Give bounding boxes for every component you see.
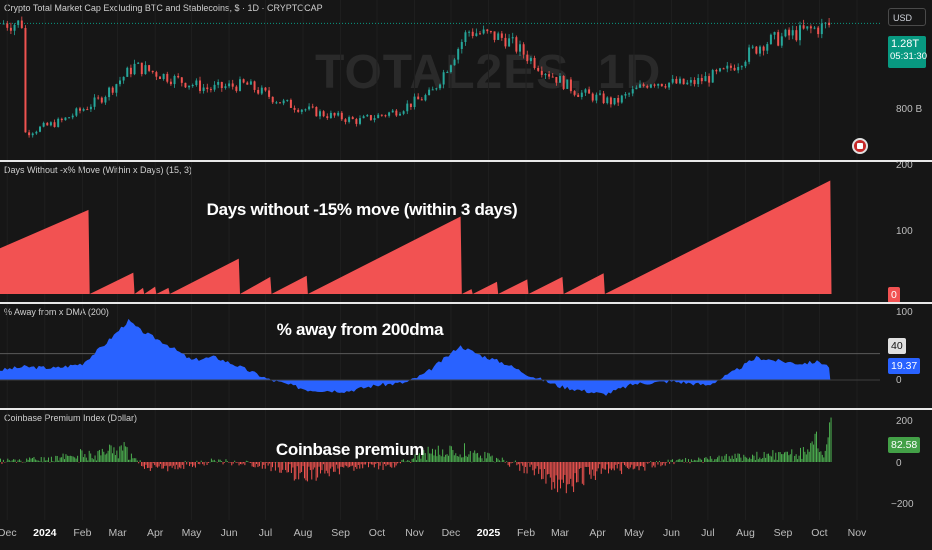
price-value: 1.28T (891, 38, 920, 50)
x-axis-label: Aug (736, 527, 755, 539)
price-pane[interactable]: Crypto Total Market Cap Excluding BTC an… (0, 0, 880, 160)
x-axis-label: May (181, 527, 202, 539)
x-axis-label: 2024 (33, 527, 57, 539)
pane-separator-2[interactable] (0, 302, 932, 304)
countdown: 05:31:30 (890, 51, 927, 62)
premium-pane[interactable]: Coinbase Premium Index (Dollar) (0, 410, 880, 520)
x-axis-label: Apr (146, 527, 164, 539)
x-axis-label: Jun (663, 527, 680, 539)
x-axis-label: Sep (331, 527, 350, 539)
flag-icon[interactable] (852, 138, 868, 154)
days-pane[interactable]: Days Without -x% Move (Within x Days) (1… (0, 162, 880, 302)
price-tick-800: 800 B (896, 104, 923, 115)
premium-chart[interactable] (0, 410, 880, 520)
days-tick-100: 100 (896, 226, 913, 237)
dma-tick-0: 0 (896, 375, 902, 386)
x-axis-label: Mar (550, 527, 570, 539)
x-axis-label: Jul (258, 527, 273, 539)
price-chart[interactable] (0, 0, 880, 160)
days-annotation: Days without -15% move (within 3 days) (206, 200, 518, 219)
x-axis-label: May (624, 527, 644, 539)
premium-annotation: Coinbase premium (275, 440, 425, 459)
dma-annotation: % away from 200dma (276, 320, 444, 339)
premium-tick-200: 200 (896, 416, 913, 427)
premium-pane-title: Coinbase Premium Index (Dollar) (4, 413, 138, 423)
x-axis-label: Apr (589, 527, 606, 539)
dma-badge: 19.37 (888, 358, 921, 374)
days-chart[interactable] (0, 162, 880, 302)
x-axis-label: 2025 (476, 527, 501, 539)
x-axis-label: Oct (811, 527, 828, 539)
watermark: TOTAL2ES, 1D (315, 46, 662, 99)
premium-badge: 82.58 (888, 437, 921, 453)
currency-button[interactable]: USD (888, 8, 926, 26)
x-axis[interactable]: Dec 2024 Feb Mar Apr May Jun Jul Aug Sep Oct Nov Dec… (0, 520, 932, 550)
x-axis-label: Oct (368, 527, 386, 539)
pane-separator-1[interactable] (0, 160, 932, 162)
x-axis-label: Nov (847, 527, 867, 539)
dma-pane-title: % Away from x DMA (200) (4, 307, 109, 317)
x-axis-label: Dec (441, 527, 461, 539)
price-badge: 1.28T 05:31:30 (888, 36, 927, 68)
dma-level-badge: 40 (888, 338, 906, 354)
x-axis-label: Jul (701, 527, 715, 539)
x-axis-label: Aug (293, 527, 313, 539)
x-axis-label: Feb (517, 527, 536, 539)
price-pane-title: Crypto Total Market Cap Excluding BTC an… (4, 3, 323, 13)
x-axis-label: Sep (773, 527, 793, 539)
x-axis-label: Dec (0, 527, 17, 539)
x-axis-label: Jun (220, 527, 238, 539)
x-axis-label: Feb (73, 527, 92, 539)
dma-chart[interactable] (0, 304, 880, 408)
x-axis-label: Nov (405, 527, 424, 539)
pane-separator-3[interactable] (0, 408, 932, 410)
days-badge: 0 (888, 287, 900, 303)
dma-pane[interactable]: % Away from x DMA (200) (0, 304, 880, 408)
days-pane-title: Days Without -x% Move (Within x Days) (1… (4, 165, 193, 175)
dma-tick-100: 100 (896, 307, 913, 318)
premium-tick-neg200: −200 (891, 499, 914, 510)
days-tick-200: 200 (896, 160, 913, 171)
premium-tick-0: 0 (896, 458, 902, 469)
x-axis-label: Mar (108, 527, 127, 539)
